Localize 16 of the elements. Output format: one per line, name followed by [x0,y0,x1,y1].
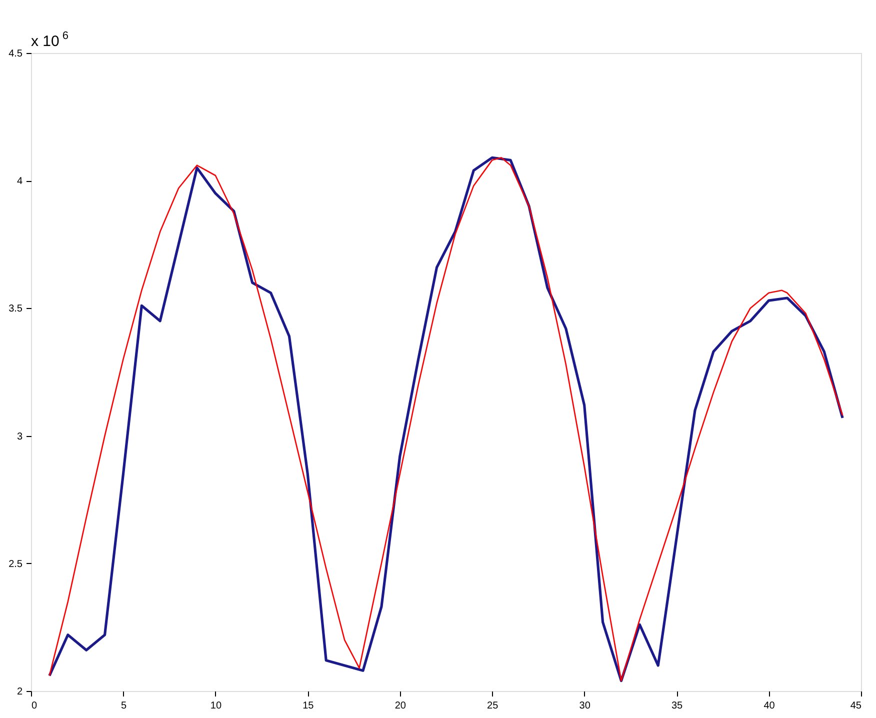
x-tick-label: 10 [210,700,222,712]
x-tick-label: 40 [764,700,776,712]
x-tick-label: 30 [579,700,591,712]
x-tick-label: 35 [671,700,684,712]
y-tick-label: 2 [16,686,23,698]
x-tick-label: 5 [120,700,127,712]
x-tick-label: 15 [302,700,314,712]
x-tick-label: 0 [32,700,38,712]
y-tick-label: 3 [16,431,23,442]
y-tick-label: 2.5 [8,558,23,570]
x-tick-label: 20 [394,700,406,712]
y-tick-label: 4.5 [8,48,23,60]
x-tick-label: 25 [487,700,499,712]
y-tick-label: 3.5 [8,304,23,315]
x-tick-label: 45 [850,700,862,712]
y-tick-label: 4 [16,176,23,188]
